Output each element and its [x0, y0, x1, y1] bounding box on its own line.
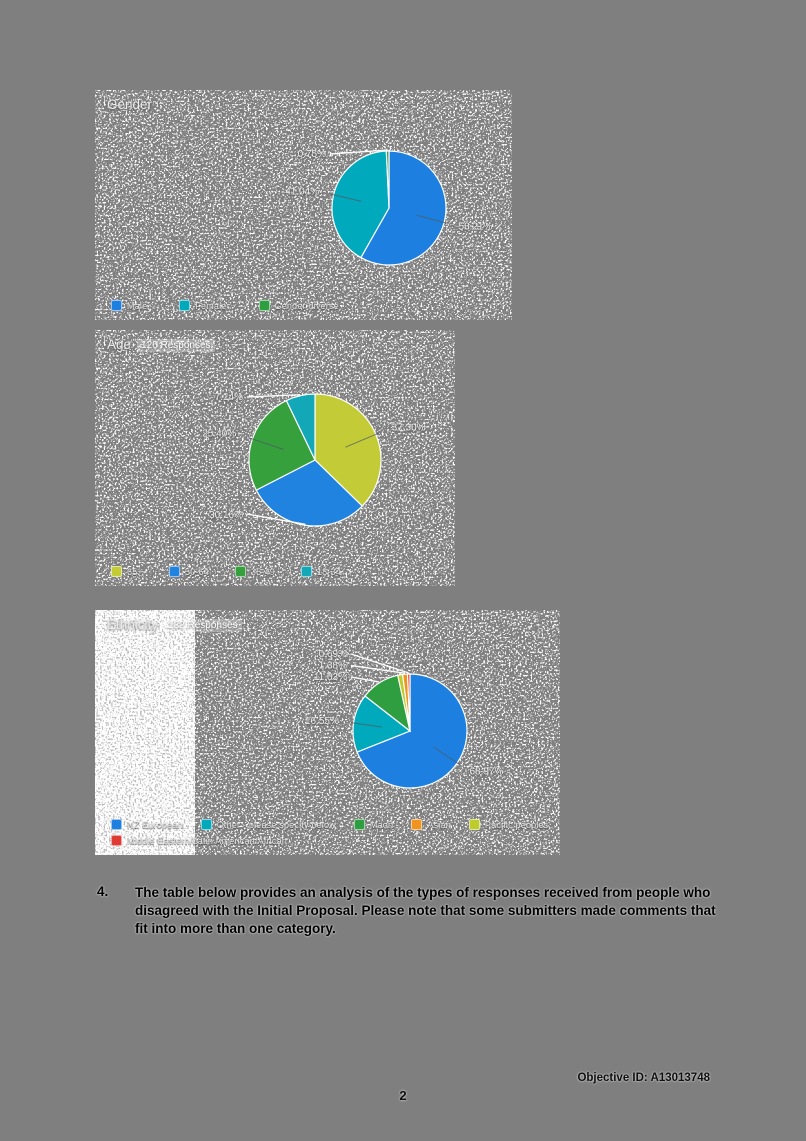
age-pie-chart: 37.30% 25.40% 7.14% 30.16% — [202, 392, 426, 527]
percent-label: 16.55% — [305, 716, 339, 727]
paragraph-text: The table below provides an analysis of … — [135, 885, 716, 936]
legend-item-35-49: 35-49 — [234, 566, 275, 577]
ethnicity-pie-chart: 68.97% 16.55% 0.69%1.38%11.03% — [305, 649, 503, 789]
response-count-badge: 126 Responses — [137, 339, 215, 352]
label-leader-line — [345, 432, 380, 448]
legend-label: Maori — [369, 819, 394, 830]
pie-slice-18-34 — [285, 393, 316, 461]
legend-item-65: 65+ — [111, 566, 143, 577]
chart-title-text: Gender — [107, 97, 153, 112]
callout-leader-line — [246, 393, 301, 398]
legend-swatch — [411, 819, 423, 830]
legend-label: 35-49 — [250, 566, 275, 577]
page-number: 2 — [399, 1088, 407, 1103]
legend-swatch — [468, 819, 480, 830]
legend-swatch — [200, 819, 212, 830]
legend-swatch — [179, 300, 191, 311]
legend-item-18-34: 18-34 — [300, 566, 341, 577]
legend-item-pacific-peoples: Pacific peoples — [468, 819, 549, 830]
paragraph-number: 4. — [97, 884, 109, 899]
label-leader-line — [330, 193, 362, 202]
legend-label: NZ European — [127, 819, 183, 830]
scan-artifact-strip — [95, 610, 195, 855]
gender-pie-chart: 58.21% 41.04% 0.75% — [285, 149, 492, 266]
legend-swatch — [111, 300, 122, 311]
pie-slice-50-64 — [255, 459, 364, 527]
legend-swatch — [111, 819, 122, 830]
scan-noise-inverted — [95, 610, 195, 855]
callout-leader-line — [350, 676, 380, 683]
gender-chart-title: Gender — [107, 97, 152, 112]
gender-chart-panel: Gender 58.21% 41.04% 0.75% Male Female Gende… — [95, 90, 512, 320]
legend-item-gender-diverse: Gender diverse — [258, 300, 339, 311]
legend-label: 65+ — [127, 566, 143, 577]
age-legend: 65+ 50-64 35-49 18-34 — [111, 566, 341, 577]
ethnicity-chart-panel: Ethnicity 132 Responses 68.97% 16.55% 0.69%… — [95, 610, 560, 855]
legend-item-nz-european: NZ European — [111, 819, 183, 830]
legend-item-male: Male — [111, 300, 147, 311]
paragraph-item-4: 4. The table below provides an analysis … — [97, 884, 720, 937]
percent-label: 58.21% — [458, 221, 492, 232]
callout-leader-line — [246, 513, 306, 525]
legend-swatch — [234, 566, 246, 577]
legend-label: Middle Eastern/Latin American/African — [127, 835, 287, 846]
legend-item-50-64: 50-64 — [168, 566, 209, 577]
percent-label: 0.69% — [319, 649, 347, 660]
legend-item-other-please-specify-below: Other - please specify below — [200, 819, 336, 830]
percent-label: 25.40% — [202, 429, 236, 440]
label-leader-line — [350, 722, 382, 728]
legend-label: Other - please specify below — [216, 819, 336, 830]
ethnicity-chart-title: Ethnicity 132 Responses — [107, 617, 242, 632]
label-leader-line — [249, 437, 284, 450]
legend-swatch — [258, 300, 270, 311]
pie-slice-gender-diverse — [385, 150, 390, 209]
legend-swatch — [111, 835, 122, 846]
callout-leader-line — [350, 664, 406, 674]
legend-swatch — [168, 566, 180, 577]
legend-label: Gender diverse — [274, 300, 339, 311]
percent-label: 68.97% — [469, 766, 503, 777]
age-chart-title: Age 126 Responses — [107, 337, 215, 352]
chart-title-text: Ethnicity — [107, 617, 159, 632]
pie-slice-middle-eastern-latin-american-african — [406, 673, 411, 732]
objective-id-label: Objective ID: A13013748 — [577, 1072, 710, 1084]
legend-label: Male — [127, 300, 148, 311]
age-chart-panel: Age 126 Responses 37.30% 25.40% 7.14% 30.16%… — [95, 330, 455, 586]
legend-label: Female — [195, 300, 227, 311]
percent-label: 37.30% — [392, 423, 426, 434]
gender-legend: Male Female Gender diverse — [111, 300, 339, 311]
legend-item-female: Female — [179, 300, 226, 311]
legend-label: 18-34 — [316, 566, 341, 577]
legend-label: Pacific peoples — [484, 819, 549, 830]
legend-item-middle-eastern-latin-american-african: Middle Eastern/Latin American/African — [111, 835, 287, 846]
legend-item-maori: Maori — [353, 819, 394, 830]
ethnicity-legend: NZ European Other - please specify below M… — [111, 819, 551, 846]
legend-item-asian: Asian — [411, 819, 451, 830]
percent-label: 11.03% — [314, 672, 347, 683]
legend-label: Asian — [427, 819, 451, 830]
response-count-badge: 132 Responses — [164, 619, 242, 632]
chart-title-text: Age — [107, 337, 132, 352]
percent-label: 1.38% — [319, 661, 347, 672]
legend-swatch — [111, 566, 122, 577]
label-leader-line — [433, 746, 460, 766]
legend-label: 50-64 — [184, 566, 209, 577]
percent-label: 41.04% — [285, 186, 319, 197]
callout-leader-line — [350, 653, 409, 674]
percent-label: 30.16% — [209, 510, 243, 521]
legend-swatch — [353, 819, 365, 830]
label-leader-line — [416, 214, 447, 224]
callout-leader-line — [329, 149, 388, 155]
percent-label: 7.14% — [215, 392, 243, 403]
legend-swatch — [300, 566, 312, 577]
percent-label: 0.75% — [298, 149, 326, 160]
